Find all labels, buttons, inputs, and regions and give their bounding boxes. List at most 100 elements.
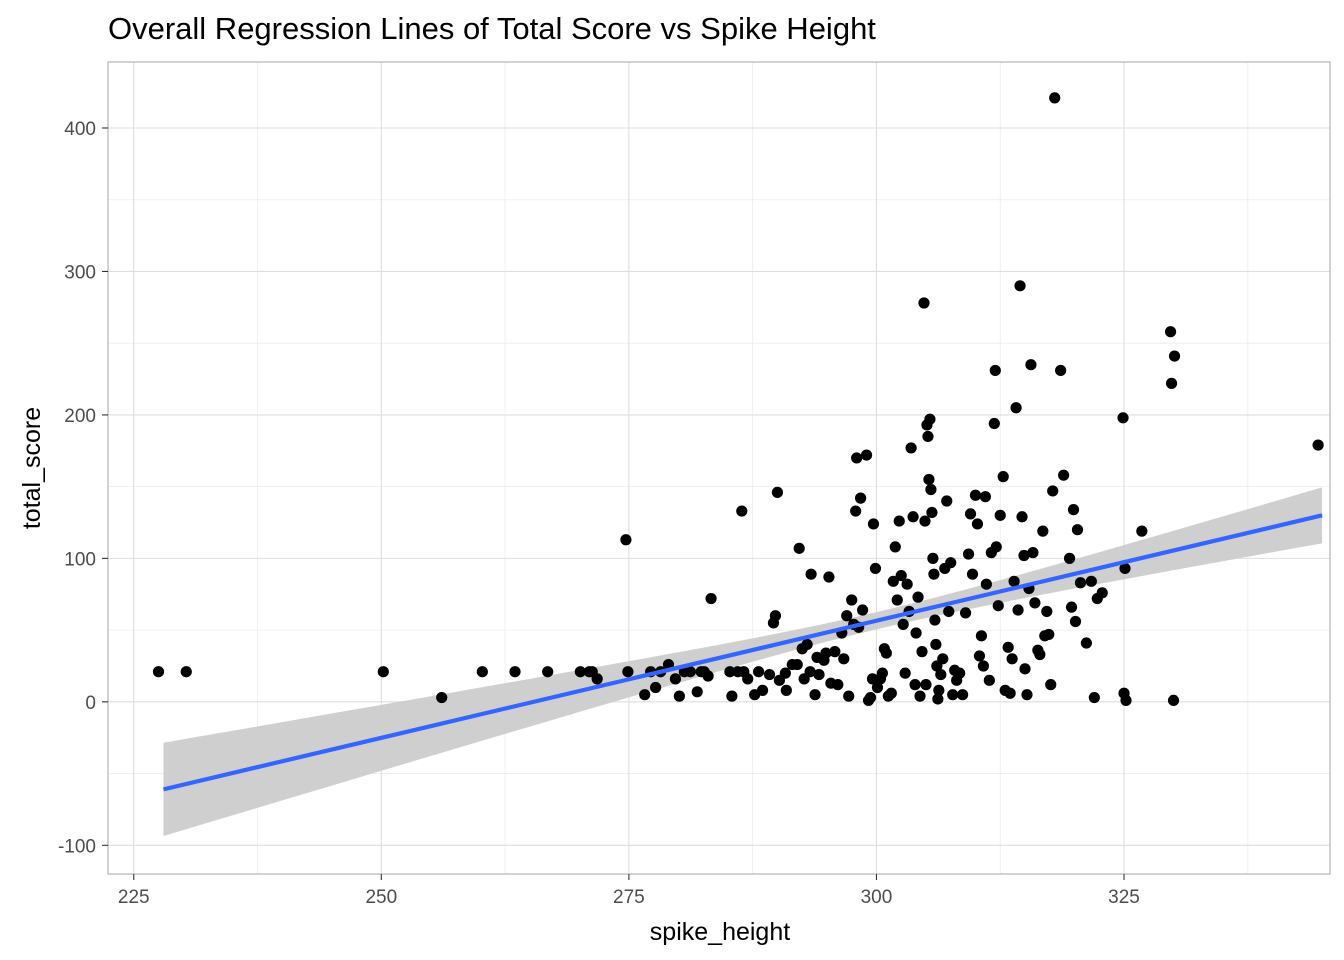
regression-line [162,513,1323,792]
data-point [1047,485,1059,497]
data-point [801,638,813,651]
y-axis-title: total_score [18,407,46,529]
confidence-ribbon-layer [163,487,1323,836]
data-point [962,548,975,560]
data-point [1045,679,1057,691]
data-point [880,647,892,659]
data-point [591,673,603,685]
data-point [1058,469,1070,481]
data-point [983,674,995,686]
data-point [932,693,944,705]
chart-title: Overall Regression Lines of Total Score … [108,11,876,46]
data-point [994,509,1006,521]
data-point [809,689,821,701]
data-point [780,684,792,696]
data-point [899,667,911,679]
data-point [1069,615,1082,628]
data-point [964,508,977,520]
data-point [919,515,931,527]
data-point [1080,637,1092,649]
data-point [1027,547,1039,559]
data-point [691,686,703,698]
major-gridlines [108,62,1330,874]
data-point [864,691,877,704]
data-point [851,452,863,464]
data-point [924,413,936,425]
data-point [926,506,938,519]
data-point [937,653,949,665]
x-tick-label: 225 [118,887,150,908]
data-point [620,534,632,546]
data-point [928,568,940,580]
data-point [684,666,696,678]
data-point [1119,562,1131,575]
data-point [669,673,682,685]
data-point [1164,326,1177,338]
y-tick-label: 100 [64,549,96,570]
data-point [1136,525,1148,537]
data-point [909,679,921,691]
data-point [860,449,873,461]
data-point [574,666,586,678]
data-point [933,684,945,696]
y-tick-label: 400 [64,119,96,140]
data-point [1088,691,1100,704]
data-point [1012,604,1024,616]
data-point [838,653,850,665]
data-point [705,592,717,605]
data-point [927,552,939,564]
data-point [1016,511,1028,523]
data-point [841,610,853,622]
data-point [1117,412,1129,424]
data-point [889,541,901,553]
data-point [856,604,869,616]
data-point [829,646,841,658]
data-point [1043,628,1055,641]
data-point [1041,605,1053,618]
data-point [922,430,934,443]
data-point [905,442,917,454]
data-point [930,638,942,651]
data-point [895,569,907,582]
data-point [846,594,858,606]
data-point [1085,575,1097,587]
data-point [1049,92,1061,104]
data-point [1019,663,1031,675]
data-point [804,666,816,678]
data-point [702,670,714,682]
data-point [891,594,903,606]
data-point [1025,359,1037,371]
x-tick-label: 275 [613,887,645,908]
data-point [957,689,969,701]
data-point [1120,694,1132,707]
data-point [436,691,448,704]
confidence-ribbon [163,487,1323,836]
data-point [1002,641,1014,653]
data-point [914,690,926,702]
x-tick-label: 300 [861,887,893,908]
data-point [893,515,905,527]
data-point [742,673,754,685]
data-point [918,297,930,309]
data-point [736,505,748,517]
data-point [763,668,776,681]
data-point [887,575,899,587]
data-point [935,668,947,681]
y-axis-ticks: -100 0 100 200 300 400 [58,119,108,857]
data-point [920,679,932,691]
data-point [771,486,784,498]
data-point [791,658,803,671]
regression-line-layer [162,513,1323,792]
data-point [1096,587,1108,599]
data-point [975,630,988,642]
x-axis-ticks: 225 250 275 300 325 [118,874,1140,908]
data-point [843,690,855,702]
data-point [622,666,634,678]
data-point [1021,689,1033,701]
data-point [973,650,986,662]
data-point [855,492,867,504]
data-point [966,568,979,580]
data-point [726,690,738,702]
data-point [542,666,554,678]
